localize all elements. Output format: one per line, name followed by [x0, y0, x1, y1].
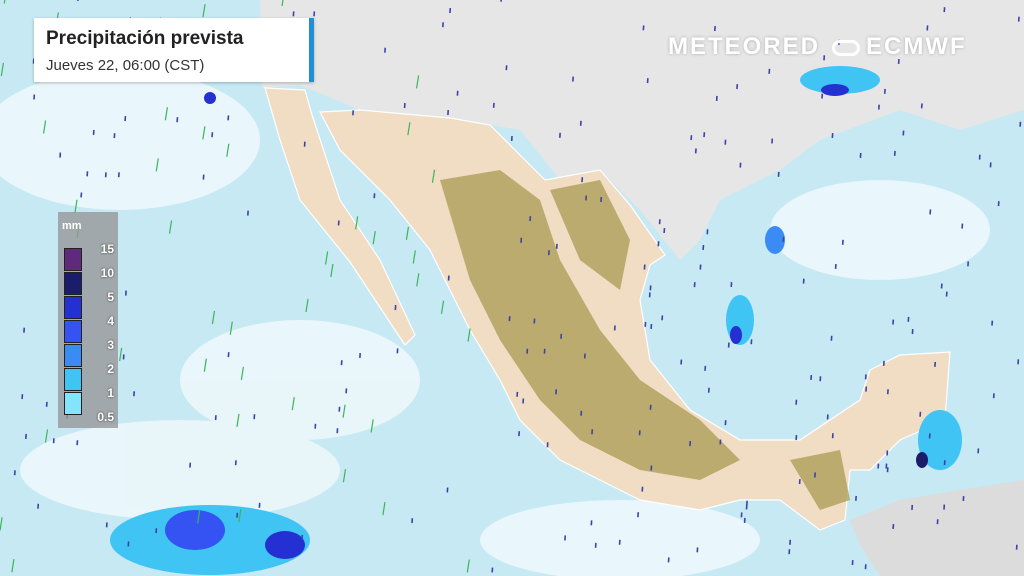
legend-tick: 0.5	[97, 410, 114, 424]
legend-swatch	[64, 272, 82, 295]
wind-streak	[236, 413, 240, 427]
legend-tick: 1	[107, 386, 114, 400]
forecast-time: Jueves 22, 06:00 (CST)	[46, 57, 205, 74]
legend-tick: 2	[107, 362, 114, 376]
wind-streak	[0, 62, 4, 77]
wind-streak	[324, 251, 329, 265]
legend-swatch	[64, 320, 82, 343]
wind-streak	[44, 429, 49, 443]
wind-streak	[431, 169, 436, 183]
legend-swatch	[64, 248, 82, 271]
wind-streak	[416, 273, 420, 287]
wind-streak	[415, 75, 420, 89]
wind-streak	[240, 366, 244, 381]
wind-streak	[382, 501, 386, 516]
map-title: Precipitación prevista	[46, 28, 244, 49]
legend-swatch	[64, 368, 82, 391]
wind-streak	[203, 358, 207, 372]
wind-streak	[342, 469, 347, 483]
wind-streak	[412, 250, 416, 264]
precipitation-legend: mm 15 10 5 4 3 2 1 0.5	[58, 212, 118, 428]
wind-streak	[202, 4, 206, 18]
legend-swatch	[64, 392, 82, 415]
title-accent-bar	[309, 18, 314, 82]
legend-swatch	[64, 296, 82, 319]
legend-tick: 10	[100, 266, 114, 280]
legend-tick: 4	[107, 314, 114, 328]
wind-streak	[330, 263, 334, 278]
wind-streak	[238, 509, 242, 523]
legend-unit: mm	[62, 220, 82, 232]
wind-streak	[155, 158, 159, 172]
wind-streak	[305, 298, 309, 313]
title-panel: Precipitación prevista Jueves 22, 06:00 …	[34, 18, 314, 82]
wind-streak	[3, 0, 6, 4]
legend-tick: 5	[107, 290, 114, 304]
wind-streak	[211, 310, 216, 325]
legend-tick: 15	[100, 242, 114, 256]
united-states-land	[260, 0, 1024, 260]
meteored-logo: METEORED	[668, 33, 821, 60]
ecmwf-symbol-icon	[832, 40, 861, 56]
wind-streak	[407, 122, 411, 136]
wind-streak	[467, 328, 471, 342]
wind-streak	[202, 126, 206, 140]
wind-streak	[226, 143, 230, 157]
wind-streak	[74, 199, 78, 213]
wind-streak	[342, 404, 346, 418]
wind-streak	[119, 347, 123, 362]
wind-streak	[229, 321, 233, 335]
ecmwf-logo: ECMWF	[866, 33, 967, 60]
wind-streak	[164, 107, 168, 121]
wind-streak	[196, 510, 201, 524]
central-america-land	[850, 480, 1024, 576]
wind-streak	[291, 397, 295, 411]
wind-streak	[355, 216, 359, 230]
baja-california	[264, 87, 416, 346]
legend-swatch	[64, 344, 82, 367]
wind-streak	[168, 220, 173, 234]
wind-streak	[370, 419, 374, 433]
branding-logo: METEORED ECMWF	[668, 33, 967, 61]
wind-streak	[440, 300, 445, 314]
wind-streak	[42, 120, 47, 134]
wind-streak	[281, 0, 284, 7]
wind-streak	[372, 231, 376, 245]
wind-streak	[0, 517, 3, 531]
wind-streak	[405, 226, 410, 240]
wind-streak	[11, 559, 15, 573]
cloud-patches	[0, 70, 990, 576]
wind-streak	[466, 559, 470, 573]
precipitation-cells	[110, 66, 962, 575]
mountain-terrain	[440, 170, 850, 510]
legend-tick: 3	[107, 338, 114, 352]
